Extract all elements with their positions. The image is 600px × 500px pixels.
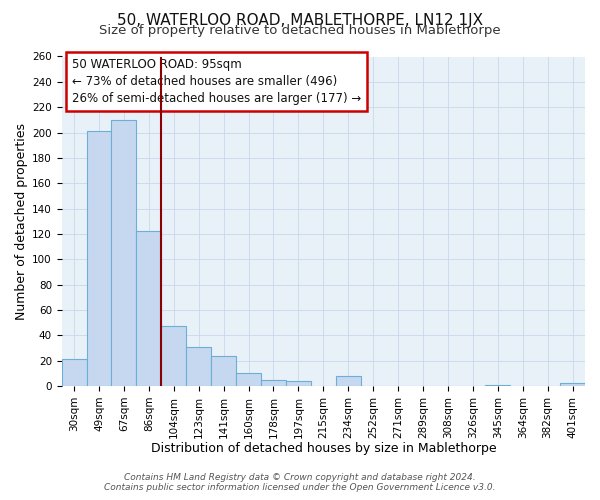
X-axis label: Distribution of detached houses by size in Mablethorpe: Distribution of detached houses by size …	[151, 442, 496, 455]
Bar	[112, 120, 136, 386]
Bar	[161, 326, 186, 386]
Bar	[211, 356, 236, 386]
Text: Size of property relative to detached houses in Mablethorpe: Size of property relative to detached ho…	[99, 24, 501, 37]
Bar	[336, 376, 361, 386]
Bar	[286, 381, 311, 386]
Bar	[136, 232, 161, 386]
Y-axis label: Number of detached properties: Number of detached properties	[15, 122, 28, 320]
Bar	[62, 360, 86, 386]
Bar	[485, 384, 510, 386]
Bar	[86, 132, 112, 386]
Text: 50, WATERLOO ROAD, MABLETHORPE, LN12 1JX: 50, WATERLOO ROAD, MABLETHORPE, LN12 1JX	[117, 12, 483, 28]
Bar	[560, 384, 585, 386]
Text: Contains HM Land Registry data © Crown copyright and database right 2024.
Contai: Contains HM Land Registry data © Crown c…	[104, 473, 496, 492]
Bar	[261, 380, 286, 386]
Text: 50 WATERLOO ROAD: 95sqm
← 73% of detached houses are smaller (496)
26% of semi-d: 50 WATERLOO ROAD: 95sqm ← 73% of detache…	[72, 58, 361, 105]
Bar	[186, 346, 211, 386]
Bar	[236, 374, 261, 386]
